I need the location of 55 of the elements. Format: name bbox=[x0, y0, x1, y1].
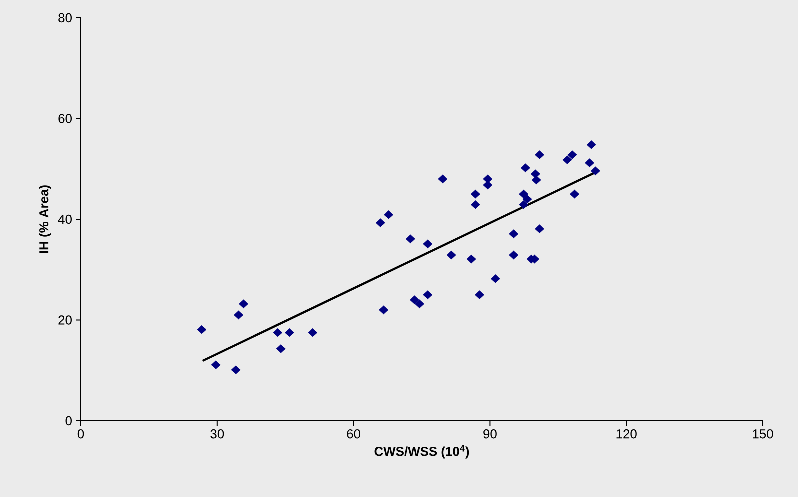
x-tick-label: 30 bbox=[210, 430, 224, 439]
point bbox=[308, 328, 318, 338]
point bbox=[384, 210, 394, 220]
point bbox=[483, 174, 493, 184]
point bbox=[470, 190, 480, 199]
point bbox=[568, 150, 578, 160]
point bbox=[284, 328, 294, 338]
point bbox=[519, 190, 529, 199]
point bbox=[562, 156, 572, 164]
point bbox=[585, 158, 595, 168]
point bbox=[509, 230, 519, 238]
point bbox=[376, 218, 386, 228]
point bbox=[410, 296, 420, 304]
point bbox=[522, 194, 532, 204]
point bbox=[590, 166, 600, 176]
point bbox=[197, 325, 207, 334]
point bbox=[466, 254, 476, 264]
point bbox=[532, 176, 542, 185]
point bbox=[446, 250, 456, 260]
y-tick-label: 60 bbox=[58, 114, 72, 124]
point bbox=[234, 310, 244, 320]
point bbox=[530, 170, 540, 179]
point bbox=[509, 250, 519, 260]
y-tick-label: 80 bbox=[58, 13, 72, 23]
point bbox=[490, 274, 500, 284]
point bbox=[423, 290, 433, 300]
x-axis-title: CWS/WSS (10$^{4}$) bbox=[374, 446, 470, 459]
point bbox=[438, 174, 448, 184]
point bbox=[406, 234, 416, 244]
point bbox=[535, 150, 545, 160]
point bbox=[586, 140, 596, 150]
point bbox=[570, 190, 580, 199]
x-tick-label: 120 bbox=[616, 430, 637, 439]
point bbox=[276, 344, 286, 354]
point bbox=[379, 306, 389, 315]
point bbox=[231, 366, 241, 375]
point bbox=[414, 300, 424, 309]
x-tick-label: 0 bbox=[78, 430, 84, 439]
point bbox=[520, 164, 530, 172]
y-axis-title: IH (% Area) bbox=[39, 186, 52, 254]
y-tick-label: 40 bbox=[58, 214, 72, 224]
x-tick-label: 90 bbox=[484, 430, 497, 439]
point bbox=[470, 200, 480, 210]
y-tick-label: 20 bbox=[58, 316, 72, 325]
x-tick-label: 150 bbox=[753, 430, 774, 439]
point bbox=[535, 224, 545, 234]
point bbox=[239, 300, 249, 309]
point bbox=[483, 180, 493, 190]
point bbox=[423, 240, 433, 249]
y-tick-label: 0 bbox=[66, 416, 72, 426]
point bbox=[273, 328, 283, 338]
point bbox=[519, 200, 529, 210]
point bbox=[211, 360, 221, 370]
point bbox=[475, 290, 484, 300]
x-tick-label: 60 bbox=[347, 430, 361, 439]
